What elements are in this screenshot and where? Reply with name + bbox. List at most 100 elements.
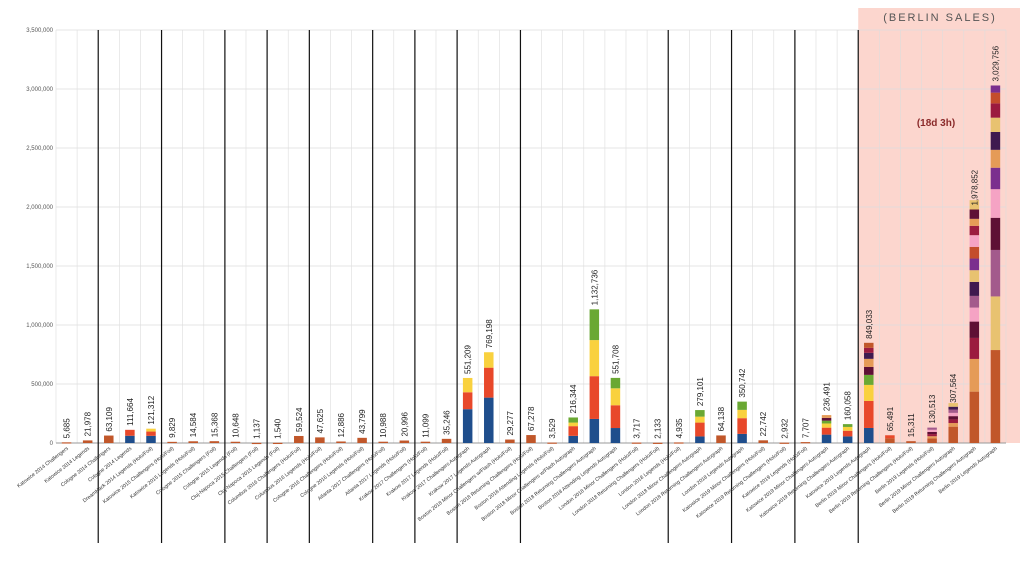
data-labels: 5,685 21,978 63,109 111,664 121,312 9,829 14,5… <box>63 45 1001 439</box>
data-label: 121,312 <box>147 395 156 424</box>
data-label: 216,344 <box>569 384 578 413</box>
bars <box>61 85 1001 445</box>
bar-segment <box>990 350 1001 443</box>
bar <box>167 441 177 444</box>
bar-segment <box>610 388 621 406</box>
bar-segment <box>568 417 578 423</box>
bar-segment <box>821 420 832 424</box>
bar-segment <box>990 149 1001 168</box>
data-label: 64,138 <box>717 406 726 431</box>
bar <box>378 441 388 443</box>
bar-segment <box>821 415 832 418</box>
bar-segment <box>462 392 473 410</box>
data-label: 3,029,756 <box>991 45 1000 81</box>
data-label: 551,209 <box>464 344 473 373</box>
bar-segment <box>927 436 937 439</box>
data-label: 1,132,736 <box>590 269 599 305</box>
bar-segment <box>927 434 937 437</box>
bar-segment <box>927 438 937 443</box>
data-label: 21,978 <box>84 411 93 436</box>
bar-segment <box>864 342 874 348</box>
data-label: 14,584 <box>189 412 198 437</box>
data-label: 67,278 <box>527 406 536 431</box>
bar <box>357 437 367 443</box>
bar <box>209 441 220 443</box>
bar-segment <box>589 340 600 377</box>
data-label: 10,648 <box>231 413 240 438</box>
data-label: 47,625 <box>316 408 325 433</box>
bar-segment <box>568 422 578 427</box>
y-tick-label: 500,000 <box>31 382 53 388</box>
bar-segment <box>990 167 1001 190</box>
bar-segment <box>990 103 1001 118</box>
y-tick-label: 1,500,000 <box>26 264 53 270</box>
data-label: 307,564 <box>949 373 958 402</box>
data-label: 2,133 <box>654 418 663 439</box>
bar <box>188 441 198 443</box>
bar-segment <box>990 189 1001 218</box>
bar-segment <box>610 405 621 429</box>
bar <box>906 441 916 443</box>
data-label: 130,513 <box>928 394 937 423</box>
bar <box>758 440 768 443</box>
chart-title: (BERLIN SALES) <box>883 12 997 24</box>
bar-segment <box>948 406 958 410</box>
bar-segment <box>969 218 980 226</box>
bar-segment <box>146 435 156 443</box>
bar-segment <box>948 416 958 420</box>
bar-segment <box>990 217 1001 250</box>
bar-segment <box>568 426 578 436</box>
bar-segment <box>146 431 156 436</box>
bar <box>420 441 431 443</box>
data-label: 2,932 <box>780 418 789 439</box>
data-label: 59,524 <box>295 407 304 432</box>
category-label: Boston 2018 Attending Legends Autograph <box>537 446 619 512</box>
bar <box>652 442 663 444</box>
data-label: 15,311 <box>907 413 916 437</box>
bar <box>272 442 283 445</box>
bar-segment <box>969 295 980 308</box>
data-label: 111,664 <box>126 398 135 426</box>
y-axis-ticks: 0 500,000 1,000,000 1,500,000 2,000,000 2,500… <box>26 28 53 447</box>
bar-segment <box>568 435 578 443</box>
bar-segment <box>462 409 473 443</box>
data-label: 3,529 <box>548 418 557 439</box>
bar-segment <box>695 436 705 443</box>
bar-segment <box>842 430 853 437</box>
bar-segment <box>484 367 494 398</box>
bar-segment <box>125 429 135 436</box>
data-label: 7,707 <box>801 418 810 439</box>
data-label: 279,101 <box>696 377 705 406</box>
bar-segment <box>864 358 874 367</box>
data-label: 5,685 <box>63 418 72 439</box>
y-tick-label: 2,500,000 <box>26 146 53 152</box>
data-label: 3,717 <box>633 418 642 439</box>
data-label: 11,099 <box>421 413 430 437</box>
bar-segment <box>948 426 958 443</box>
bar <box>230 441 241 443</box>
bar <box>716 435 726 443</box>
y-tick-label: 0 <box>50 441 54 447</box>
bar-segment <box>864 374 874 385</box>
bar <box>82 440 93 443</box>
bar <box>547 442 557 444</box>
bar-segment <box>146 428 156 432</box>
bar-segment <box>948 419 958 424</box>
data-label: 1,978,852 <box>970 169 979 205</box>
bar <box>336 441 346 443</box>
bar <box>294 435 304 443</box>
category-label: Berlin 2019 Minor Challengers (Holo/Foil… <box>814 446 893 509</box>
bar <box>800 442 811 444</box>
bar-segment <box>842 424 853 427</box>
bar <box>505 439 515 443</box>
bar-segment <box>927 427 937 430</box>
bar-segment <box>948 412 958 417</box>
bar-segment <box>969 391 980 443</box>
bar-segment <box>927 429 937 432</box>
data-label: 12,886 <box>337 412 346 437</box>
bar-segment <box>948 423 958 427</box>
bar-segment <box>484 397 494 443</box>
bar-segment <box>589 309 600 341</box>
